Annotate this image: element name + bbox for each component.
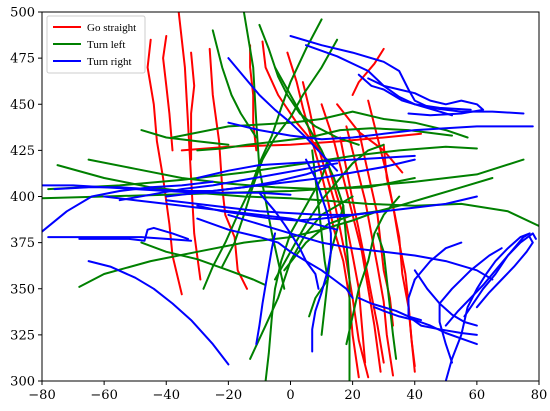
x-tick-label: −60 <box>90 388 117 403</box>
trajectory-line <box>196 154 416 179</box>
trajectory-line <box>261 40 367 364</box>
trajectory-line <box>373 306 478 346</box>
trajectory-line <box>367 77 485 117</box>
trajectory-line <box>53 166 329 192</box>
trajectory-line <box>351 47 385 96</box>
y-tick-label: 400 <box>10 190 35 205</box>
trajectory-line <box>413 241 463 281</box>
trajectory-line <box>221 38 339 268</box>
legend-label: Go straight <box>87 22 136 34</box>
trajectory-line <box>413 269 478 327</box>
y-tick-label: 425 <box>10 144 35 159</box>
trajectory-line <box>165 195 478 216</box>
trajectory-line <box>146 38 183 296</box>
x-tick-label: 60 <box>469 388 486 403</box>
trajectory-line <box>180 132 422 152</box>
trajectory-line <box>308 149 329 318</box>
series-layer <box>42 12 539 381</box>
trajectory-line <box>103 195 339 231</box>
y-axis: 300 325 350 375 400 425 450 475 500 <box>10 6 42 390</box>
trajectory-line <box>320 103 382 373</box>
y-tick-label: 475 <box>10 52 35 67</box>
trajectory-line <box>42 180 214 233</box>
x-tick-label: 20 <box>344 388 361 403</box>
trajectory-line <box>56 164 539 227</box>
y-tick-label: 325 <box>10 328 35 343</box>
trajectory-line <box>258 191 320 290</box>
y-tick-label: 375 <box>10 236 35 251</box>
trajectory-line <box>208 47 248 290</box>
y-tick-label: 350 <box>10 282 35 297</box>
trajectory-line <box>227 57 339 172</box>
x-tick-label: −80 <box>28 388 55 403</box>
legend: Go straight Turn left Turn right <box>46 15 146 74</box>
trajectory-line <box>357 73 453 117</box>
trajectory-line <box>336 103 404 174</box>
trajectory-line <box>345 195 401 346</box>
trajectory-line <box>475 236 534 309</box>
trajectory-line <box>407 278 478 336</box>
trajectory-line <box>162 35 174 152</box>
x-axis: −80 −60 −40 −20 0 20 40 60 80 <box>28 381 547 403</box>
x-tick-label: 40 <box>406 388 423 403</box>
trajectory-line <box>227 121 534 141</box>
x-tick-label: 0 <box>286 388 294 403</box>
trajectory-line <box>438 247 503 364</box>
trajectory-line <box>376 232 398 360</box>
y-tick-label: 450 <box>10 98 35 113</box>
x-tick-label: −20 <box>215 388 242 403</box>
trajectory-line <box>444 232 537 327</box>
trajectory-line <box>171 110 469 139</box>
x-tick-label: −40 <box>153 388 180 403</box>
trajectory-line <box>87 260 230 366</box>
trajectory-line <box>227 213 494 281</box>
trajectory-line <box>202 18 323 290</box>
x-tick-label: 80 <box>531 388 548 403</box>
trajectory-line <box>211 29 258 139</box>
y-tick-label: 300 <box>10 375 35 390</box>
series-turn-right <box>42 35 537 381</box>
trajectory-line <box>78 226 189 242</box>
trajectory-line <box>190 51 196 161</box>
trajectory-line <box>42 158 525 200</box>
trajectory-line <box>140 241 267 287</box>
trajectory-line <box>305 158 332 353</box>
trajectory-line <box>255 232 276 346</box>
trajectory-line <box>274 143 385 281</box>
y-tick-label: 500 <box>10 6 35 21</box>
trajectory-line <box>118 162 339 202</box>
trajectory-line <box>258 23 360 146</box>
legend-label: Turn right <box>87 56 132 68</box>
trajectory-line <box>140 129 230 146</box>
trajectory-line <box>249 44 258 152</box>
trajectory-line <box>165 158 416 198</box>
legend-box <box>46 15 146 74</box>
trajectory-line <box>274 66 351 381</box>
legend-label: Turn left <box>87 39 125 51</box>
trajectory-line <box>305 44 472 111</box>
trajectory-line <box>47 236 193 242</box>
trajectory-line <box>357 297 422 322</box>
trajectory-line <box>196 217 354 299</box>
